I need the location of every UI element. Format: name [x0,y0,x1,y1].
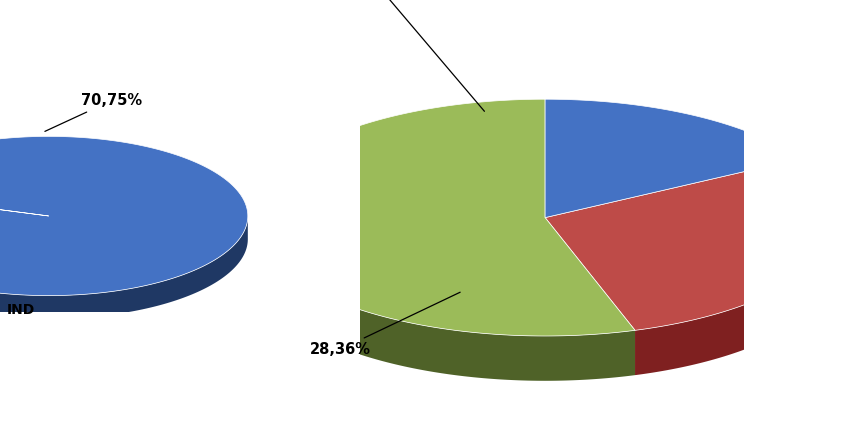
Text: 28,36%: 28,36% [310,292,461,357]
Text: 70,75%: 70,75% [45,93,142,131]
Polygon shape [251,216,635,381]
Polygon shape [635,216,839,375]
Polygon shape [0,137,248,295]
Text: 16,70%: 16,70% [0,431,1,432]
Text: 54,94%: 54,94% [345,0,484,111]
Polygon shape [545,99,801,218]
Text: IND: IND [7,303,35,318]
Polygon shape [251,99,635,336]
Polygon shape [545,159,839,330]
Polygon shape [0,216,248,319]
